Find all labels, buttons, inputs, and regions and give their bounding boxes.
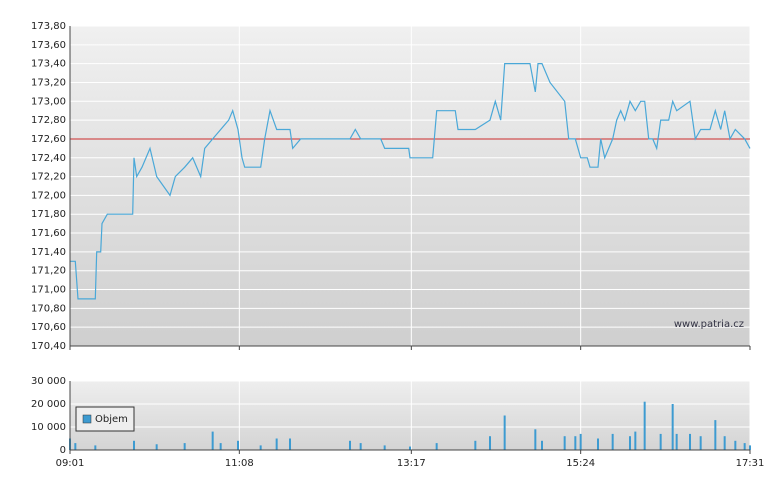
volume-bar (541, 440, 543, 450)
volume-bar (714, 420, 717, 450)
y-tick-label: 10 000 (31, 422, 66, 433)
volume-bar (383, 445, 386, 450)
volume-bar (183, 443, 186, 450)
y-tick-label: 173,60 (31, 40, 66, 51)
volume-bar (743, 443, 746, 450)
price-line (70, 62, 751, 300)
volume-bar (597, 438, 599, 450)
plot-area (70, 381, 750, 450)
x-tick-label: 11:08 (225, 458, 254, 469)
volume-bar (675, 433, 678, 450)
volume-bar (723, 436, 726, 450)
volume-bar (237, 440, 239, 450)
volume-bar (409, 446, 411, 450)
volume-bar (359, 443, 362, 450)
y-tick-label: 172,60 (31, 134, 66, 145)
legend-swatch (82, 414, 92, 424)
volume-bar (749, 445, 751, 450)
legend-label: Objem (95, 414, 128, 425)
volume-bar (94, 445, 97, 450)
y-tick-label: 171,20 (31, 266, 66, 277)
volume-bar (659, 433, 662, 450)
volume-bar (611, 433, 614, 450)
y-tick-label: 20 000 (31, 399, 66, 410)
y-tick-label: 171,80 (31, 209, 66, 220)
volume-bar (155, 444, 158, 450)
x-tick-label: 09:01 (56, 458, 85, 469)
y-tick-label: 173,40 (31, 59, 66, 70)
volume-bar (574, 436, 577, 450)
volume-bar (503, 415, 506, 450)
volume-bar (689, 433, 691, 450)
volume-bar (275, 438, 278, 450)
y-tick-label: 173,80 (31, 21, 66, 32)
y-tick-label: 171,40 (31, 247, 66, 258)
x-tick-label: 13:17 (397, 458, 426, 469)
y-tick-label: 171,00 (31, 285, 66, 296)
volume-bar (643, 401, 646, 450)
volume-bar (534, 429, 537, 450)
y-tick-label: 173,00 (31, 96, 66, 107)
volume-bar (671, 404, 674, 450)
volume-bar (579, 433, 582, 450)
y-tick-label: 171,60 (31, 228, 66, 239)
volume-bar (563, 436, 566, 450)
x-tick-label: 15:24 (566, 458, 595, 469)
volume-bar (474, 440, 477, 450)
y-tick-label: 30 000 (31, 376, 66, 387)
volume-bar (289, 438, 291, 450)
volume-bar (734, 440, 737, 450)
y-tick-label: 0 (60, 445, 66, 456)
volume-bar (489, 436, 491, 450)
watermark: www.patria.cz (674, 319, 744, 330)
y-tick-label: 170,60 (31, 322, 66, 333)
plot-area (70, 26, 750, 346)
x-tick-label: 17:31 (736, 458, 765, 469)
y-tick-label: 170,80 (31, 303, 66, 314)
volume-bar (219, 443, 222, 450)
y-tick-label: 172,80 (31, 115, 66, 126)
volume-bar (133, 440, 135, 450)
y-tick-label: 172,40 (31, 153, 66, 164)
volume-bar (699, 436, 702, 450)
volume-bar (259, 445, 262, 450)
volume-bar (211, 431, 214, 450)
volume-bar (435, 443, 438, 450)
volume-bar (629, 436, 631, 450)
volume-bar (349, 440, 351, 450)
y-tick-label: 172,20 (31, 172, 66, 183)
y-tick-label: 170,40 (31, 341, 66, 352)
volume-bar (634, 431, 637, 450)
y-tick-label: 172,00 (31, 190, 66, 201)
volume-bar (74, 443, 77, 450)
y-tick-label: 173,20 (31, 77, 66, 88)
